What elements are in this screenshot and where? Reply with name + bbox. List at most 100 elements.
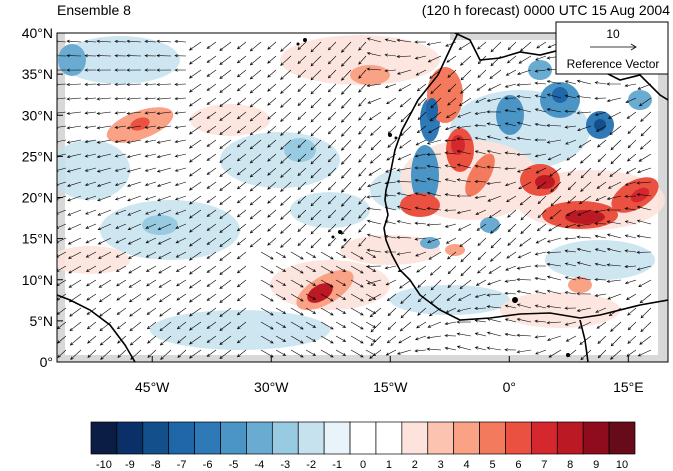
wind-vector-arrow [310,209,322,221]
wind-vector-arrow [626,349,637,357]
wind-vector-arrow [638,279,652,288]
wind-vector-arrow [129,335,142,346]
wind-vector-arrow [310,139,322,151]
wind-vector-arrow [340,153,352,165]
wind-vector-arrow [267,41,277,50]
wind-vector-arrow [156,125,172,130]
wind-vector-arrow [340,41,352,53]
wind-vector-arrow [606,263,622,267]
wind-vector-arrow [415,69,427,76]
wind-vector-arrow [57,349,67,358]
wind-vector-arrow [396,69,412,75]
wind-vector-arrow [415,139,427,146]
wind-vector-arrow [174,167,187,172]
wind-vector-arrow [177,335,187,344]
wind-vector-arrow [534,264,547,268]
wind-vector-arrow [96,181,112,187]
wind-vector-arrow [504,332,517,337]
wind-vector-arrow [606,247,622,253]
wind-vector-arrow [126,111,142,115]
wind-vector-arrow [174,111,187,115]
wind-vector-arrow [350,307,364,316]
wind-vector-arrow [280,139,292,150]
wind-vector-arrow [280,237,292,248]
wind-vector-arrow [474,136,487,141]
wind-vector-arrow [70,349,82,360]
wind-vector-arrow [297,181,307,191]
wind-vector-arrow [280,209,292,220]
wind-vector-arrow [516,107,532,113]
wind-vector-arrow [595,195,607,201]
wind-vector-arrow [249,153,262,164]
wind-vector-arrow [305,321,317,328]
wind-vector-arrow [566,209,577,217]
wind-vector-arrow [236,293,247,302]
wind-vector-arrow [358,139,367,149]
wind-vector-arrow [549,167,562,177]
wind-vector-arrow [297,167,307,177]
wind-vector-arrow [564,94,577,99]
wind-vector-arrow [188,181,202,191]
wind-vector-arrow [606,233,622,239]
wind-vector-arrow [546,275,562,281]
wind-vector-arrow [219,181,232,191]
wind-vector-arrow [174,97,187,101]
wind-vector-arrow [550,181,562,193]
wind-vector-arrow [297,195,307,205]
wind-vector-arrow [67,209,82,216]
wind-vector-arrow [249,83,262,94]
wind-vector-arrow [516,83,532,87]
colorbar-swatch [453,421,480,455]
wind-vector-arrow [219,265,232,275]
wind-vector-arrow [127,237,142,245]
wind-vector-arrow [236,251,247,260]
wind-vector-arrow [69,307,82,317]
wind-vector-arrow [114,195,127,201]
wind-vector-arrow [236,209,247,218]
wind-vector-arrow [398,335,412,344]
wind-vector-arrow [520,209,532,221]
wind-vector-arrow [320,293,334,302]
wind-vector-arrow [85,209,97,215]
wind-vector-arrow [518,181,532,190]
wind-vector-arrow [219,83,232,93]
wind-vector-arrow [188,223,202,233]
wind-vector-arrow [577,209,592,216]
wind-vector-arrow [84,125,97,129]
wind-vector-arrow [335,265,347,272]
wind-vector-arrow [474,180,487,184]
wind-vector-arrow [320,307,334,316]
wind-vector-arrow [387,139,397,148]
wind-vector-arrow [639,335,652,345]
wind-vector-arrow [474,293,487,298]
wind-vector-arrow [488,209,502,219]
wind-vector-arrow [327,125,337,135]
gulf-guinea-coast [579,319,589,362]
wind-vector-arrow [564,237,577,241]
wind-vector-arrow [507,237,517,246]
wind-vector-arrow [366,83,382,88]
wind-vector-arrow [275,293,287,300]
wind-vector-arrow [297,55,307,65]
wind-vector-arrow [267,181,277,190]
wind-vector-arrow [145,223,157,229]
wind-vector-arrow [474,111,487,115]
wind-vector-arrow [249,139,262,150]
wind-vector-arrow [86,279,97,287]
wind-vector-arrow [369,349,382,359]
wind-vector-arrow [144,181,157,187]
colorbar-label: 0 [360,459,366,471]
wind-vector-arrow [546,123,562,128]
wind-vector-arrow [504,348,517,352]
wind-vector-arrow [476,83,487,91]
wind-vector-arrow [236,223,247,232]
wind-vector-arrow [489,251,502,262]
wind-vector-arrow [85,237,97,244]
wind-vector-arrow [159,335,172,346]
wind-vector-arrow [116,307,127,315]
wind-vector-arrow [520,223,532,235]
wind-vector-arrow [335,279,347,286]
wind-vector-arrow [426,347,442,351]
wind-vector-arrow [640,307,652,319]
wind-vector-arrow [146,321,157,330]
